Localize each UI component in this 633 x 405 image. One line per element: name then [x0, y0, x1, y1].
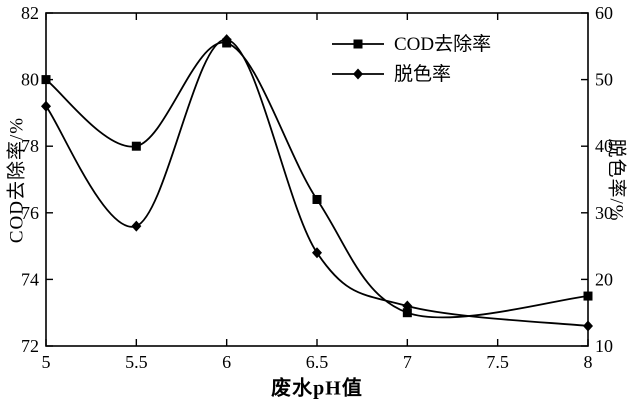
right-y-tick-label: 20: [595, 269, 613, 289]
square-marker: [353, 39, 363, 49]
series-line-right: [45, 38, 589, 327]
left-y-tick-label: 78: [21, 136, 39, 156]
right-y-tick-label: 30: [595, 203, 613, 223]
diamond-marker: [221, 34, 232, 46]
x-tick-label: 7.5: [486, 352, 509, 372]
right-y-tick-label: 50: [595, 70, 613, 90]
left-y-tick-label: 74: [21, 269, 39, 289]
right-y-tick-label: 40: [595, 136, 613, 156]
x-tick-label: 5.5: [125, 352, 148, 372]
x-tick-label: 6: [222, 352, 231, 372]
square-marker: [41, 75, 51, 85]
legend-label: COD去除率: [394, 33, 491, 55]
legend-label: 脱色率: [394, 63, 451, 85]
square-marker: [312, 194, 322, 204]
x-axis-title: 废水pH值: [271, 377, 363, 400]
square-marker: [583, 291, 593, 301]
plot-frame: [45, 12, 589, 347]
square-marker: [402, 308, 412, 318]
diamond-marker: [583, 320, 593, 332]
x-tick-label: 5: [42, 352, 51, 372]
left-y-tick-label: 82: [21, 3, 39, 23]
diamond-marker: [41, 100, 51, 112]
x-tick-label: 7: [403, 352, 412, 372]
right-y-axis-title: 脱色率/%: [605, 138, 627, 222]
right-y-tick-label: 60: [595, 3, 613, 23]
left-y-axis-title: COD去除率/%: [6, 116, 28, 244]
diamond-marker: [312, 247, 322, 259]
left-y-tick-label: 72: [21, 336, 39, 356]
series-line-left: [45, 41, 589, 319]
diamond-marker: [131, 220, 142, 232]
diamond-marker: [353, 68, 363, 80]
left-y-tick-label: 76: [21, 203, 39, 223]
square-marker: [131, 141, 141, 151]
left-y-tick-label: 80: [21, 70, 39, 90]
right-y-tick-label: 10: [595, 336, 613, 356]
diamond-marker: [402, 300, 413, 312]
x-tick-label: 8: [584, 352, 593, 372]
x-tick-label: 6.5: [306, 352, 329, 372]
